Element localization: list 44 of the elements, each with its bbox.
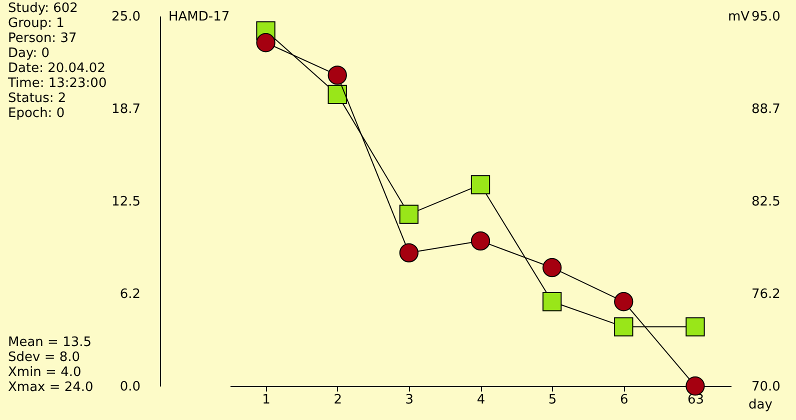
y-tick-label: 12.5 xyxy=(112,194,140,210)
y-tick-label: 0.0 xyxy=(120,380,140,394)
point xyxy=(614,292,634,312)
text: Date: 20.04.02 xyxy=(8,61,106,76)
x-axis-title: day xyxy=(748,398,773,412)
point xyxy=(542,258,562,278)
point xyxy=(256,33,276,52)
y2-tick-label: 76.2 xyxy=(752,287,780,302)
point xyxy=(686,376,705,396)
text: Xmin = 4.0 xyxy=(8,365,82,380)
y2-tick-label: 82.5 xyxy=(752,194,780,210)
x-tick-label: 2 xyxy=(334,392,342,408)
y-axis-title: HAMD-17 xyxy=(168,10,230,24)
text: Person: 37 xyxy=(8,31,77,46)
y2-axis-title: mV xyxy=(728,10,750,24)
y2-tick-label: 70.0 xyxy=(752,380,780,394)
text: Status: 2 xyxy=(8,91,66,106)
x-tick-label: 4 xyxy=(476,392,486,408)
point xyxy=(399,243,419,262)
x-tick-label: 6 xyxy=(620,392,628,408)
point xyxy=(470,175,490,194)
text: Group: 1 xyxy=(8,16,64,31)
point xyxy=(686,317,705,336)
y-tick-label: 25.0 xyxy=(112,10,140,24)
point xyxy=(328,84,347,104)
text: Xmax = 24.0 xyxy=(8,380,94,395)
y-tick-label: 6.2 xyxy=(120,287,140,302)
point xyxy=(470,231,490,251)
y2-tick-label: 88.7 xyxy=(752,102,780,117)
text: Mean = 13.5 xyxy=(8,335,92,350)
y-tick-label: 18.7 xyxy=(112,102,140,117)
text: Time: 13:23:00 xyxy=(7,76,107,91)
x-tick-label: 5 xyxy=(548,392,557,408)
text: Study: 602 xyxy=(8,1,78,16)
x-tick-label: 3 xyxy=(405,392,414,408)
y2-tick-label: 95.0 xyxy=(752,10,780,24)
x-tick-label: 1 xyxy=(262,392,270,408)
point xyxy=(542,292,562,312)
text: Day: 0 xyxy=(8,46,50,61)
text: Epoch: 0 xyxy=(8,106,65,121)
point xyxy=(328,66,347,85)
point xyxy=(399,204,419,224)
point xyxy=(614,317,634,336)
text: Sdev = 8.0 xyxy=(8,350,80,365)
